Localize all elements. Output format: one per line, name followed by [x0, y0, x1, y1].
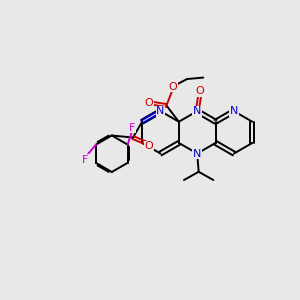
- Text: O: O: [196, 86, 205, 96]
- Text: O: O: [145, 141, 154, 152]
- Text: N: N: [156, 106, 165, 116]
- Text: F: F: [129, 123, 135, 133]
- Text: N: N: [230, 106, 238, 116]
- Text: N: N: [193, 106, 201, 116]
- Text: O: O: [169, 82, 178, 92]
- Text: F: F: [82, 154, 88, 165]
- Text: O: O: [144, 98, 153, 108]
- Text: N: N: [193, 148, 201, 158]
